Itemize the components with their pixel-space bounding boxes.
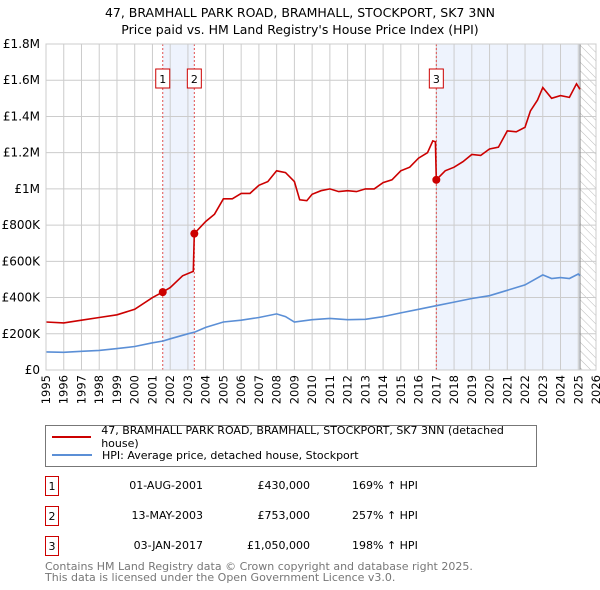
x-tick-label: 1996 <box>57 375 71 404</box>
sale-marker-box: 1 <box>45 476 59 496</box>
y-tick-label: £200K <box>2 327 42 341</box>
sale-point <box>190 229 199 238</box>
shaded-period <box>162 44 195 370</box>
x-tick-label: 2011 <box>323 375 337 404</box>
x-tick-label: 2010 <box>305 375 319 404</box>
y-tick-label: £1M <box>14 182 40 196</box>
legend-label: 47, BRAMHALL PARK ROAD, BRAMHALL, STOCKP… <box>101 424 504 450</box>
x-tick-label: 2025 <box>571 375 585 404</box>
x-tick-label: 2019 <box>465 375 479 404</box>
sale-marker-box: 2 <box>45 506 59 526</box>
series-line-hpi <box>45 273 581 354</box>
x-tick-label: 2008 <box>270 375 284 404</box>
y-tick-label: £1.2M <box>3 146 40 160</box>
legend: 47, BRAMHALL PARK ROAD, BRAMHALL, STOCKP… <box>45 424 537 467</box>
x-tick-label: 1997 <box>74 375 88 404</box>
x-tick-label: 2021 <box>500 375 514 404</box>
x-tick-label: 2024 <box>554 375 568 404</box>
sale-label-box <box>428 68 444 89</box>
y-tick-label: £1.4M <box>3 109 40 123</box>
sale-date: 01-AUG-2001 <box>129 479 203 492</box>
x-tick-label: 2016 <box>412 375 426 404</box>
chart-title: 47, BRAMHALL PARK ROAD, BRAMHALL, STOCKP… <box>104 5 496 20</box>
sale-row: 3 03-JAN-2017 £1,050,000 198% ↑ HPI <box>45 536 545 556</box>
plot-area: 1995 1996 1997 1998 1999 2000 2001 2002 2003 2004… <box>2 37 600 404</box>
x-tick-label: 2020 <box>483 375 497 404</box>
sale-label: 3 <box>433 73 440 86</box>
x-tick-label: 2012 <box>341 375 355 404</box>
y-tick-label: £600K <box>2 254 42 268</box>
sale-date: 03-JAN-2017 <box>133 539 203 552</box>
sale-label-box <box>186 68 202 89</box>
x-tick-label: 2005 <box>216 375 230 404</box>
sale-row: 1 01-AUG-2001 £430,000 169% ↑ HPI <box>45 476 545 496</box>
x-tick-label: 2026 <box>589 375 600 404</box>
sale-price: £1,050,000 <box>247 539 310 552</box>
legend-item-hpi: HPI: Average price, detached house, Stoc… <box>52 447 359 463</box>
legend-item-property: 47, BRAMHALL PARK ROAD, BRAMHALL, STOCKP… <box>52 424 536 450</box>
sale-row: 2 13-MAY-2003 £753,000 257% ↑ HPI <box>45 506 545 526</box>
y-tick-label: £400K <box>2 291 42 305</box>
legend-swatch-blue <box>52 454 92 456</box>
sale-price: £430,000 <box>257 479 311 492</box>
x-tick-label: 2022 <box>518 375 532 404</box>
y-tick-label: £0 <box>25 363 40 377</box>
footer-licence: This data is licensed under the Open Gov… <box>45 571 396 584</box>
sale-point <box>158 288 167 297</box>
chart-subtitle: Price paid vs. HM Land Registry's House … <box>121 22 479 37</box>
x-tick-label: 2018 <box>447 375 461 404</box>
legend-swatch-red <box>52 436 92 438</box>
sale-point <box>432 175 441 184</box>
sale-hpi: 169% ↑ HPI <box>352 479 418 492</box>
x-tick-label: 2013 <box>358 375 372 404</box>
x-tick-label: 2009 <box>287 375 301 404</box>
plot-frame <box>45 43 597 371</box>
sale-label: 1 <box>159 73 166 86</box>
x-tick-label: 2002 <box>163 375 177 404</box>
y-tick-label: £1.6M <box>3 73 40 87</box>
y-tick-label: £1.8M <box>3 37 40 51</box>
x-tick-label: 2000 <box>128 375 142 404</box>
sale-date: 13-MAY-2003 <box>131 509 203 522</box>
sale-label-box <box>155 68 171 89</box>
sale-label: 2 <box>191 73 198 86</box>
x-tick-label: 2003 <box>181 375 195 404</box>
x-tick-label: 2015 <box>394 375 408 404</box>
footer: Contains HM Land Registry data © Crown c… <box>45 561 473 583</box>
sale-price: £753,000 <box>257 509 311 522</box>
x-tick-label: 2014 <box>376 375 390 404</box>
sale-hpi: 198% ↑ HPI <box>352 539 418 552</box>
x-tick-label: 1999 <box>110 375 124 404</box>
sale-hpi: 257% ↑ HPI <box>352 509 418 522</box>
x-tick-label: 2007 <box>252 375 266 404</box>
x-tick-label: 1998 <box>92 375 106 404</box>
y-tick-label: £800K <box>2 218 42 232</box>
sale-marker-box: 3 <box>45 536 59 556</box>
footer-copyright: Contains HM Land Registry data © Crown c… <box>45 560 473 573</box>
legend-label: HPI: Average price, detached house, Stoc… <box>102 448 359 462</box>
x-tick-label: 2004 <box>199 375 213 404</box>
x-tick-label: 2023 <box>536 375 550 404</box>
forecast-hatch <box>580 44 596 370</box>
shaded-period <box>436 44 581 370</box>
x-tick-label: 2017 <box>429 375 443 404</box>
x-tick-label: 2001 <box>145 375 159 404</box>
x-tick-label: 2006 <box>234 375 248 404</box>
x-tick-label: 1995 <box>39 375 53 404</box>
series-line-property <box>45 82 581 324</box>
